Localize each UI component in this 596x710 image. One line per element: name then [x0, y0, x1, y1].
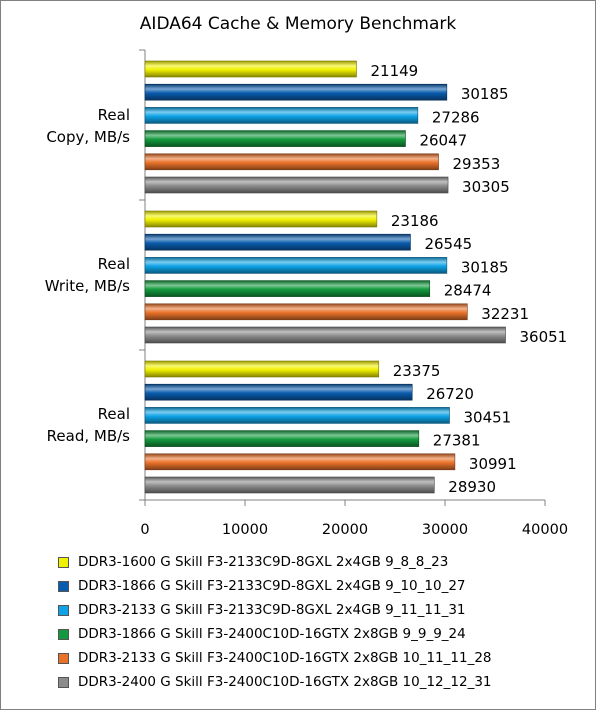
- legend-item: DDR3-2400 G Skill F3-2400C10D-16GTX 2x8G…: [58, 672, 492, 692]
- bar: [144, 407, 450, 424]
- bar: [144, 107, 419, 124]
- data-label: 30185: [461, 85, 509, 103]
- legend-swatch: [58, 676, 69, 688]
- data-label: 27286: [432, 108, 480, 126]
- legend-item: DDR3-2133 G Skill F3-2133C9D-8GXL 2x4GB …: [58, 600, 466, 620]
- legend-swatch: [58, 652, 69, 664]
- data-label: 26545: [424, 235, 472, 253]
- data-label: 27381: [433, 432, 481, 450]
- data-label: 29353: [453, 155, 501, 173]
- bar: [144, 176, 449, 194]
- data-label: 21149: [370, 62, 418, 80]
- legend-item: DDR3-1866 G Skill F3-2133C9D-8GXL 2x4GB …: [58, 576, 466, 596]
- legend-item: DDR3-1866 G Skill F3-2400C10D-16GTX 2x8G…: [58, 624, 466, 644]
- category-label-write: Real Write, MB/s: [44, 255, 130, 295]
- bar: [144, 430, 420, 447]
- legend-label: DDR3-1866 G Skill F3-2400C10D-16GTX 2x8G…: [78, 626, 466, 642]
- legend-item: DDR3-2133 G Skill F3-2400C10D-16GTX 2x8G…: [58, 648, 492, 668]
- legend-label: DDR3-2133 G Skill F3-2400C10D-16GTX 2x8G…: [78, 650, 492, 666]
- legend-swatch: [58, 604, 69, 616]
- x-tick-label: 30000: [422, 522, 468, 538]
- bar: [144, 453, 456, 471]
- legend-item: DDR3-1600 G Skill F3-2133C9D-8GXL 2x4GB …: [58, 552, 448, 572]
- legend-label: DDR3-2133 G Skill F3-2133C9D-8GXL 2x4GB …: [78, 602, 466, 618]
- x-tick-label: 10000: [222, 522, 268, 538]
- legend-swatch: [58, 628, 69, 640]
- data-label: 30991: [469, 455, 517, 473]
- data-label: 30451: [464, 408, 512, 426]
- legend-swatch: [58, 556, 69, 568]
- bar: [144, 360, 380, 378]
- data-label: 23375: [393, 362, 441, 380]
- bar: [144, 60, 357, 78]
- bar: [144, 83, 448, 101]
- legend-label: DDR3-1600 G Skill F3-2133C9D-8GXL 2x4GB …: [78, 554, 449, 570]
- bar: [144, 326, 506, 344]
- category-label-read: Real Read, MB/s: [46, 405, 130, 445]
- data-label: 23186: [391, 212, 439, 230]
- legend-label: DDR3-1866 G Skill F3-2133C9D-8GXL 2x4GB …: [78, 578, 466, 594]
- bar: [144, 153, 439, 171]
- x-tick-label: 40000: [522, 522, 568, 538]
- data-label: 28474: [444, 282, 492, 300]
- bar: [144, 476, 435, 494]
- x-tick-label: 20000: [322, 522, 368, 538]
- bar: [144, 210, 378, 228]
- data-label: 26047: [419, 132, 467, 150]
- legend-swatch: [58, 580, 69, 592]
- bar: [144, 303, 468, 321]
- bar: [144, 280, 431, 297]
- data-label: 36051: [520, 328, 568, 346]
- x-tick-label: 0: [140, 522, 149, 538]
- data-label: 28930: [448, 478, 496, 496]
- bar: [144, 233, 411, 251]
- bar: [144, 383, 413, 401]
- legend-label: DDR3-2400 G Skill F3-2400C10D-16GTX 2x8G…: [78, 674, 492, 690]
- data-label: 32231: [481, 305, 529, 323]
- chart-title: AIDA64 Cache & Memory Benchmark: [139, 14, 457, 34]
- bar: [144, 257, 448, 274]
- bar: [144, 130, 406, 147]
- data-label: 26720: [426, 385, 474, 403]
- data-label: 30185: [461, 258, 509, 276]
- data-label: 30305: [462, 178, 510, 196]
- category-label-copy: Real Copy, MB/s: [46, 106, 130, 146]
